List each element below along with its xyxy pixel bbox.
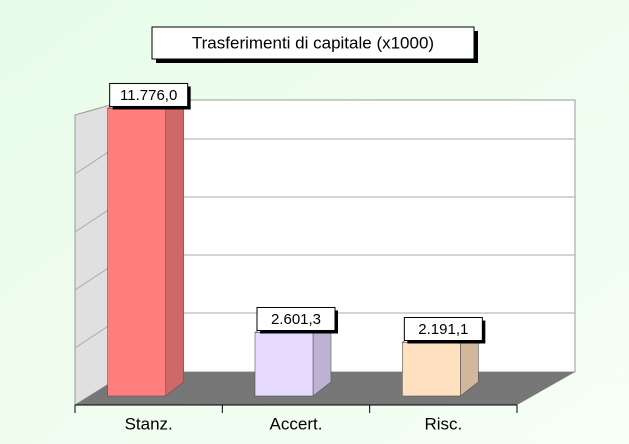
bar [107,108,166,397]
value-label: 11.776,0 [120,87,177,104]
bar [254,332,314,397]
chart-title: Trasferimenti di capitale (x1000) [192,33,434,52]
value-label-box [403,317,483,342]
value-label-box [109,82,189,107]
x-tick-label: Stanz. [125,414,173,433]
value-label: 2.191,1 [418,321,468,338]
title-box: Trasferimenti di capitale (x1000) [151,26,478,63]
back-wall [127,99,576,373]
x-tick-label: Risc. [424,414,462,433]
bar [402,342,461,397]
x-tick-label: Accert. [270,414,323,433]
value-label-box [256,306,336,331]
value-label: 2.601,3 [271,311,321,328]
bar-side [165,93,184,397]
